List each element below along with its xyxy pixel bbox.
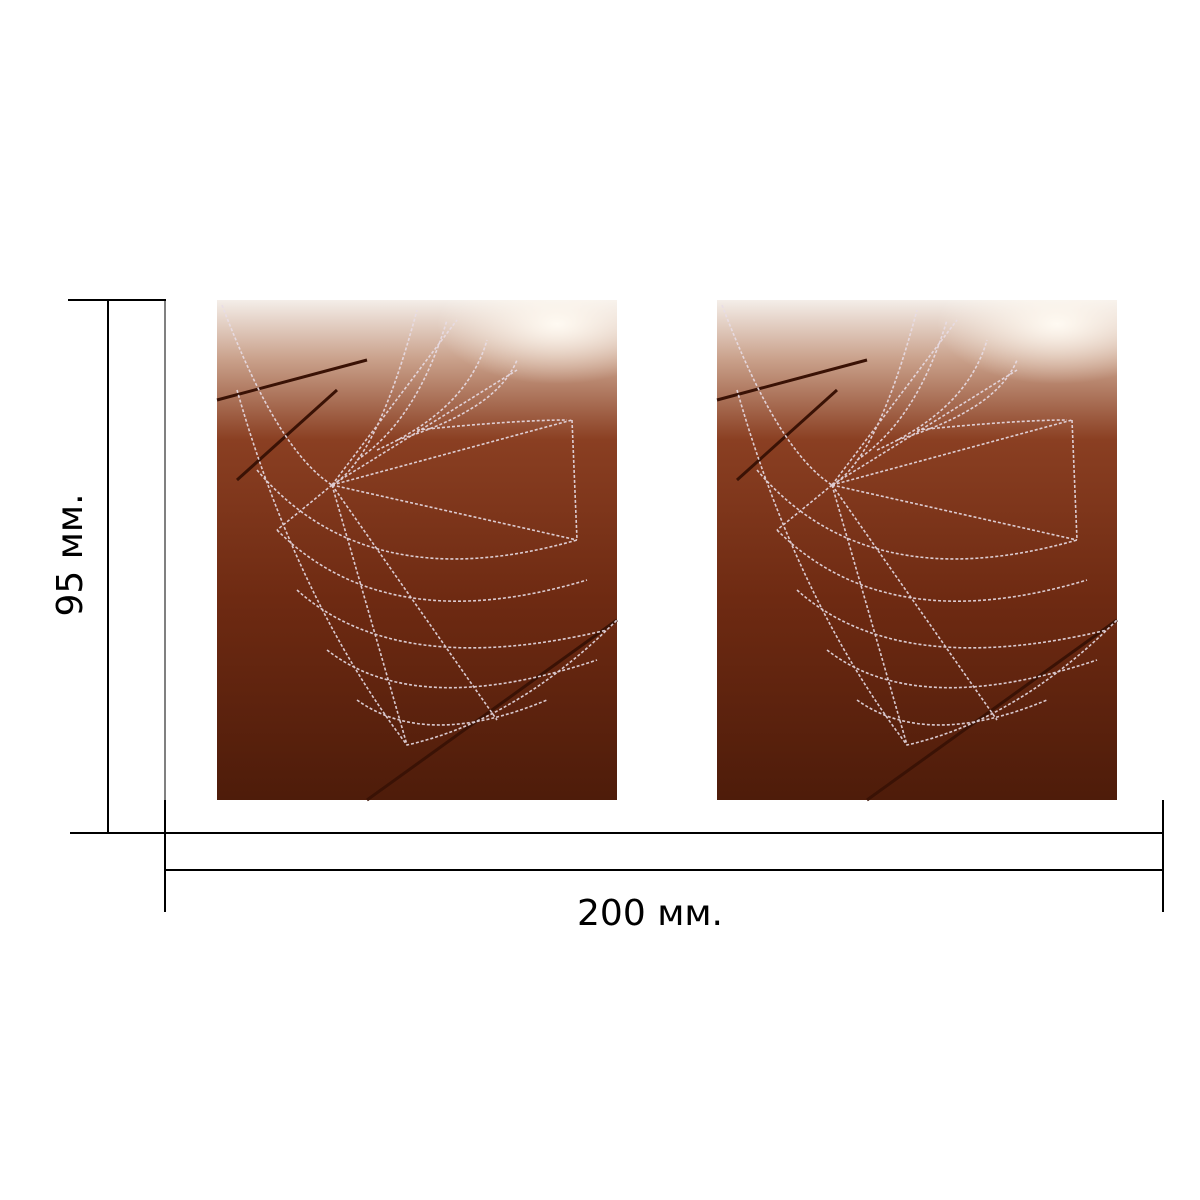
height-label: 95 мм. xyxy=(50,493,91,616)
height-dimension: 95 мм. xyxy=(50,299,166,834)
width-label: 200 мм. xyxy=(577,893,723,934)
product-image xyxy=(715,298,1119,802)
product-image xyxy=(215,298,619,802)
width-dimension: 200 мм. xyxy=(164,800,1164,934)
